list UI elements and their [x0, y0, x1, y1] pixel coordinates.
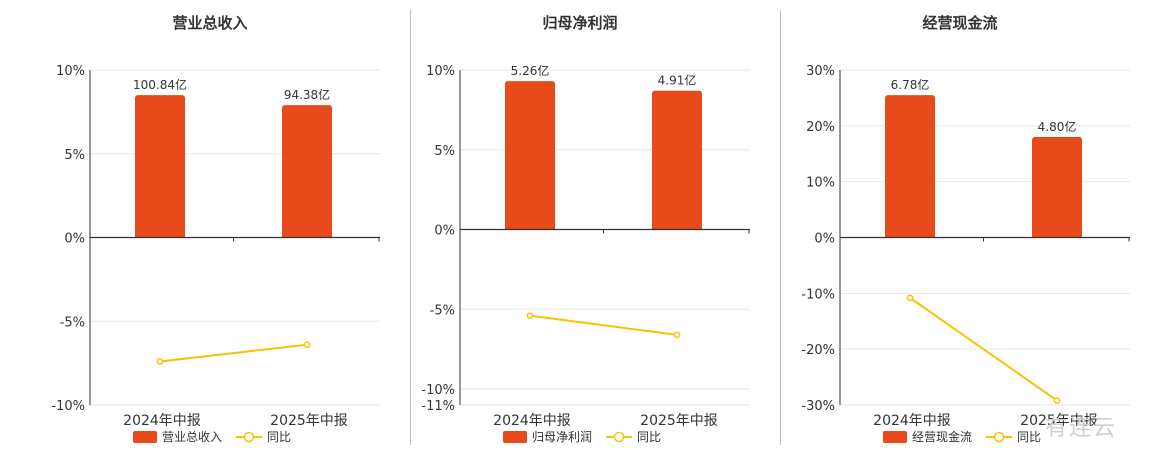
legend-label: 同比	[1017, 430, 1041, 444]
y-tick-label: -5%	[60, 315, 85, 330]
x-tick-label: 2025年中报	[270, 413, 348, 429]
legend-swatch-marker	[993, 431, 1005, 443]
bar	[885, 95, 935, 238]
legend-swatch-bar	[133, 431, 157, 443]
yoy-point	[1053, 397, 1061, 404]
legend-swatch-marker	[243, 431, 255, 443]
data-label: 94.38亿	[284, 87, 330, 102]
x-tick-label: 2025年中报	[640, 413, 718, 429]
y-tick-label: -10%	[801, 287, 835, 302]
yoy-point	[906, 294, 914, 302]
chart-title: 营业总收入	[172, 14, 248, 32]
x-tick-label: 2024年中报	[123, 413, 201, 429]
panel-divider	[780, 10, 781, 445]
y-tick-label: 10%	[56, 64, 85, 79]
yoy-point	[156, 358, 164, 365]
chart-title: 经营现金流	[922, 14, 998, 32]
y-tick-label: -10%	[421, 383, 455, 398]
bar	[282, 105, 332, 238]
yoy-line	[159, 343, 308, 363]
y-tick-label: 30%	[806, 64, 835, 79]
legend-label: 营业总收入	[162, 430, 222, 444]
y-tick-label: 0%	[814, 232, 835, 247]
y-tick-label: 10%	[426, 64, 455, 79]
bar	[1032, 137, 1082, 238]
y-tick-label: -20%	[801, 343, 835, 358]
legend-label: 同比	[267, 430, 291, 444]
chart-title: 归母净利润	[542, 14, 618, 32]
data-label: 4.80亿	[1038, 119, 1077, 134]
data-label: 100.84亿	[133, 77, 187, 92]
y-tick-label: -5%	[430, 303, 455, 318]
y-tick-label: -30%	[801, 399, 835, 414]
x-tick-label: 2024年中报	[873, 413, 951, 429]
data-label: 6.78亿	[891, 77, 930, 92]
yoy-point	[673, 331, 681, 339]
cash-flow-chart: 30% 20% 10% 0% -10% -20% -30% 6.78亿 4.80亿 2024年中报…	[801, 64, 1130, 444]
bar	[135, 95, 185, 238]
bar	[652, 90, 702, 230]
net-profit-chart: 10% 5% 0% -5% -10%-11% 5.26亿 4.91亿 2024年中报 2025年…	[421, 63, 750, 444]
legend-label: 归母净利润	[532, 430, 592, 444]
legend-label: 同比	[637, 430, 661, 444]
x-tick-label: 2024年中报	[493, 413, 571, 429]
legend-swatch-bar	[883, 431, 907, 443]
y-tick-label: 5%	[434, 144, 455, 159]
y-tick-label: -11%	[421, 399, 455, 414]
legend-label: 经营现金流	[912, 429, 972, 444]
data-label: 5.26亿	[511, 63, 550, 78]
y-tick-label: 0%	[64, 232, 85, 247]
legend-swatch-marker	[613, 431, 625, 443]
yoy-line	[909, 296, 1058, 402]
y-tick-label: -10%	[51, 399, 85, 414]
x-tick-label: 2025年中报	[1020, 413, 1098, 429]
y-tick-label: 20%	[806, 120, 835, 135]
legend-swatch-bar	[503, 431, 527, 443]
yoy-point	[303, 341, 311, 349]
panel-divider	[410, 10, 411, 445]
y-tick-label: 0%	[434, 224, 455, 239]
y-tick-label: 5%	[64, 148, 85, 163]
data-label: 4.91亿	[658, 73, 697, 88]
y-tick-label: 10%	[806, 176, 835, 191]
yoy-point	[526, 312, 534, 320]
revenue-chart: 10% 5% 0% -5% -10% 100.84亿 94.38亿 2024年中报 2025年中…	[51, 64, 380, 444]
bar	[505, 81, 555, 230]
yoy-line	[529, 314, 678, 336]
